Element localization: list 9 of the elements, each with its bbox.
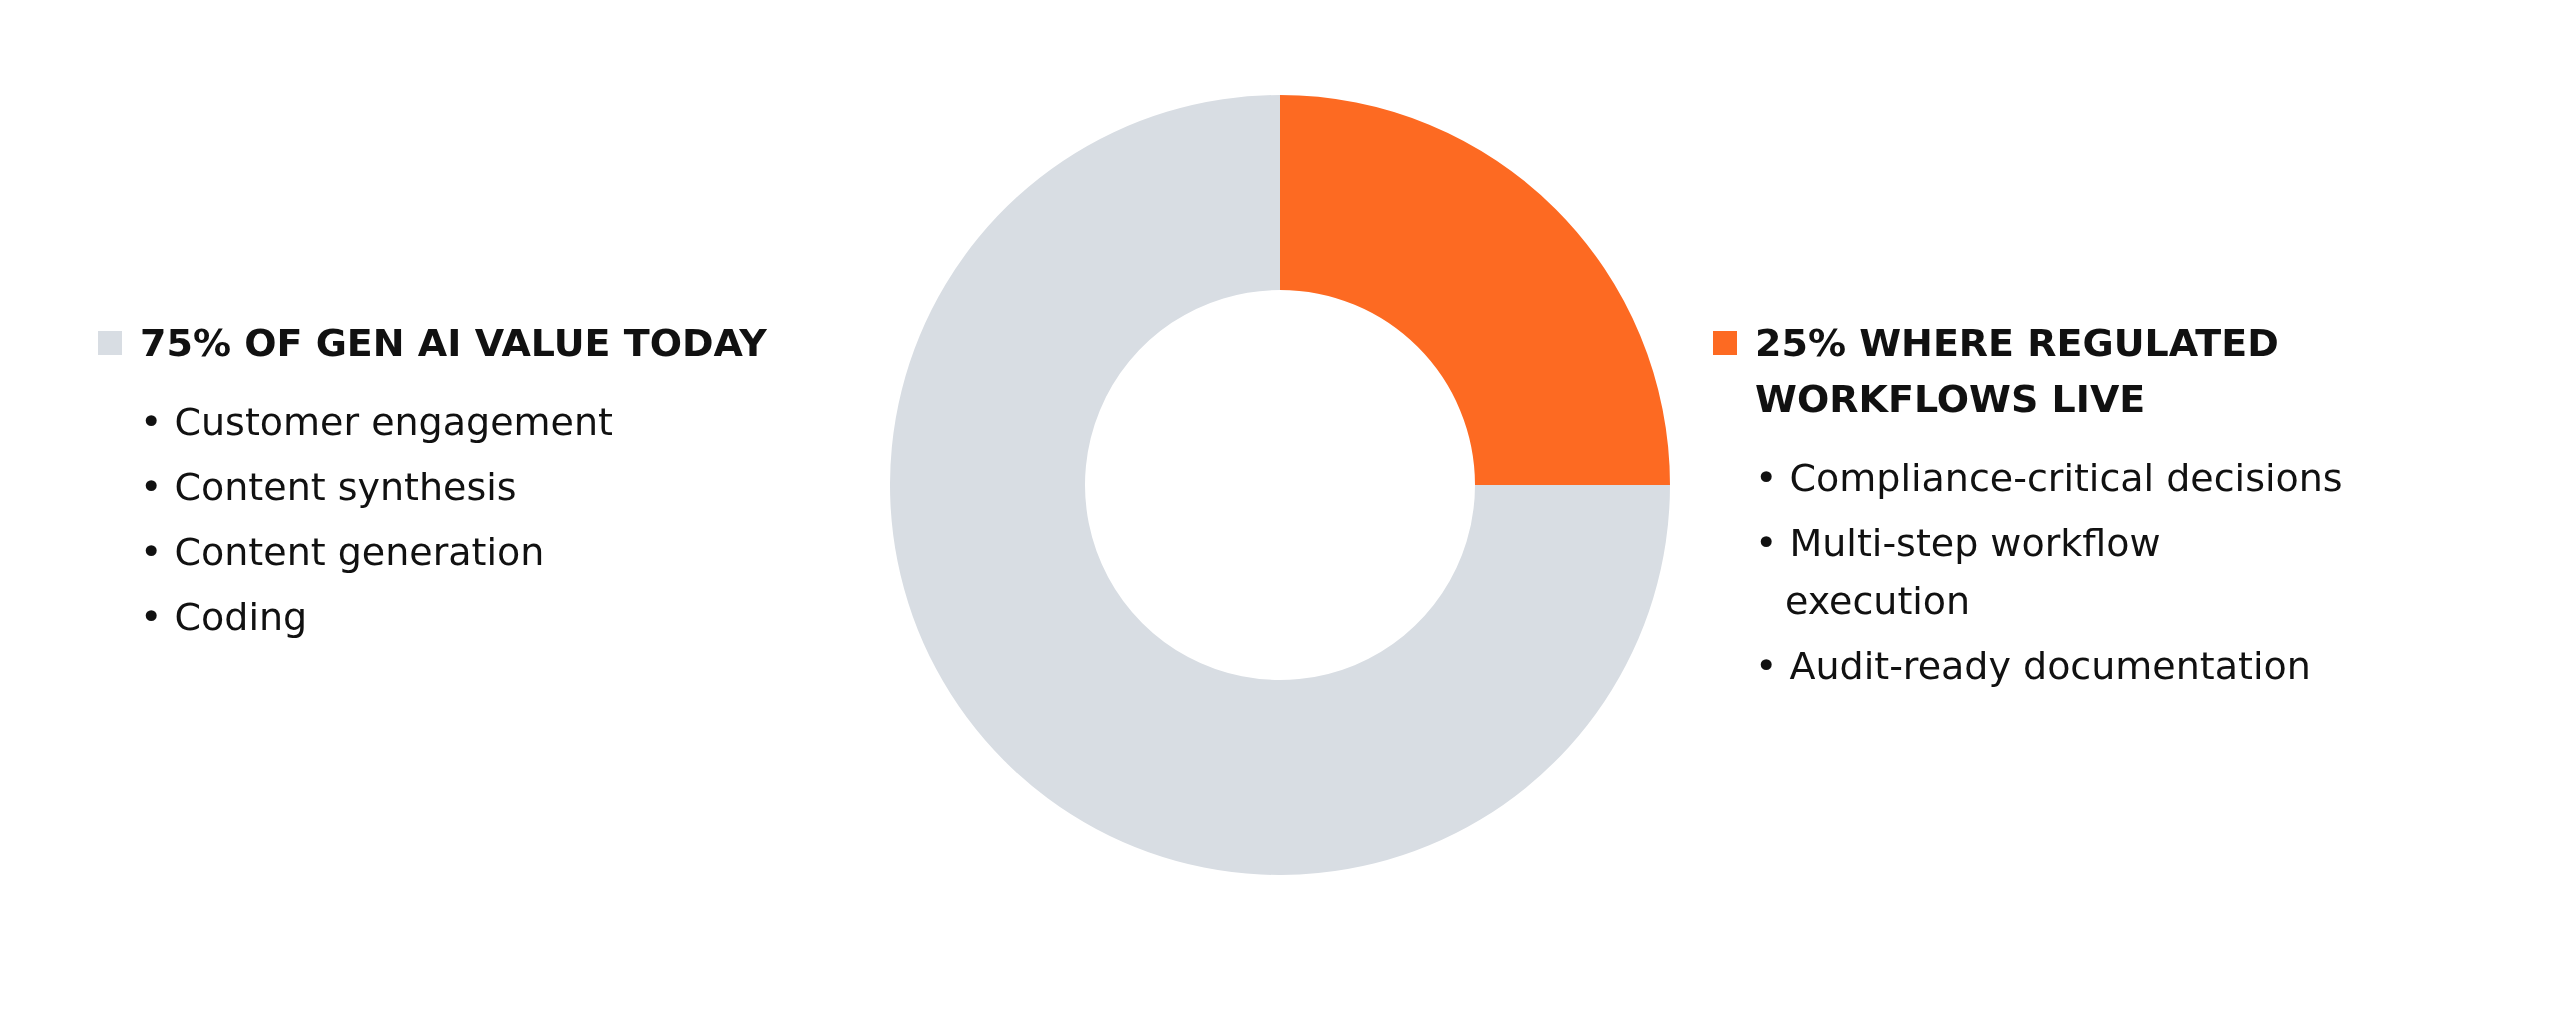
legend-label: 25% WHERE REGULATED WORKFLOWS LIVE — [1755, 320, 2280, 423]
text: • Compliance-critical decisions — [1755, 456, 2343, 500]
text: • Content generation — [140, 530, 545, 574]
text: • Content synthesis — [140, 465, 517, 509]
legend-label: 75% OF GEN AI VALUE TODAY — [140, 320, 767, 367]
text: • Customer engagement — [140, 400, 613, 444]
text: • Coding — [140, 595, 308, 639]
text: • Audit-ready documentation — [1755, 644, 2311, 688]
text: • Multi-step workflow execution — [1755, 521, 2161, 623]
